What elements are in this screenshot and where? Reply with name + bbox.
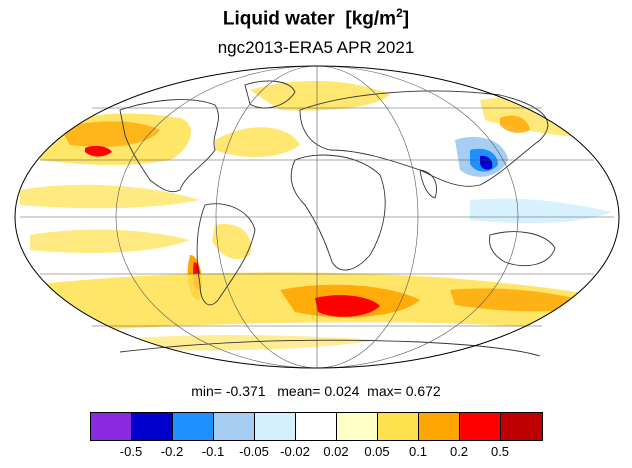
anomaly-region xyxy=(30,229,190,253)
world-map xyxy=(14,65,620,369)
colorbar-swatch xyxy=(255,413,296,440)
anomaly-region xyxy=(20,184,200,209)
max-value: 0.672 xyxy=(405,383,441,399)
colorbar-tick-label: -0.05 xyxy=(239,444,269,459)
mean-label: mean= xyxy=(277,383,321,399)
colorbar-swatch xyxy=(501,413,542,440)
australia-coast xyxy=(489,231,556,267)
map-title: Liquid water [kg/m2] xyxy=(0,6,632,30)
colorbar-swatch xyxy=(132,413,173,440)
colorbar-tick-label: -0.5 xyxy=(119,444,143,459)
map-border xyxy=(14,65,620,369)
colorbar-tick-label: -0.02 xyxy=(280,444,310,459)
north-america-coast xyxy=(119,99,219,193)
colorbar-swatch xyxy=(173,413,214,440)
colorbar-swatch xyxy=(296,413,337,440)
anomaly-region xyxy=(85,145,112,157)
title-units-suffix: ] xyxy=(402,8,410,30)
anomaly-region xyxy=(250,80,390,111)
colorbar-swatch xyxy=(337,413,378,440)
colorbar-swatch xyxy=(378,413,419,440)
south-america-coast xyxy=(196,203,256,306)
colorbar-tick-label: 0.5 xyxy=(490,444,510,459)
colorbar-tick-label: 0.05 xyxy=(364,444,390,459)
colorbar-tick-label: 0.1 xyxy=(408,444,428,459)
anomaly-region xyxy=(480,155,493,170)
antarctica-coast xyxy=(119,339,541,357)
anomaly-region xyxy=(500,115,530,133)
colorbar-tick-label: 0.02 xyxy=(323,444,349,459)
colorbar-tick-label: 0.2 xyxy=(449,444,469,459)
graticule xyxy=(20,65,614,369)
min-value: -0.371 xyxy=(225,383,266,399)
liquid-water-field xyxy=(20,80,612,351)
colorbar-swatch xyxy=(419,413,460,440)
max-label: max= xyxy=(367,383,402,399)
greenland-coast xyxy=(244,80,296,109)
africa-coast xyxy=(290,154,386,271)
title-text: Liquid water xyxy=(222,8,335,30)
anomaly-region xyxy=(212,224,251,260)
colorbar-swatch xyxy=(91,413,132,440)
anomaly-region xyxy=(60,121,160,147)
colorbar-tick-label: -0.1 xyxy=(201,444,225,459)
title-units-prefix: [kg/m xyxy=(345,8,397,30)
colorbar-swatch xyxy=(460,413,501,440)
coastlines xyxy=(119,80,556,357)
min-label: min= xyxy=(191,383,222,399)
anomaly-region xyxy=(315,295,380,317)
statistics-line: min= -0.371 mean= 0.024 max= 0.672 xyxy=(0,383,632,399)
map-subtitle: ngc2013-ERA5 APR 2021 xyxy=(217,38,415,57)
mean-value: 0.024 xyxy=(324,383,360,399)
eurasia-coast xyxy=(299,90,549,187)
colorbar-tick-label: -0.2 xyxy=(160,444,184,459)
title-units-superscript: 2 xyxy=(396,6,403,20)
india-coast xyxy=(419,169,437,199)
colorbar xyxy=(90,412,543,441)
colorbar-swatch xyxy=(214,413,255,440)
anomaly-region xyxy=(215,127,300,157)
